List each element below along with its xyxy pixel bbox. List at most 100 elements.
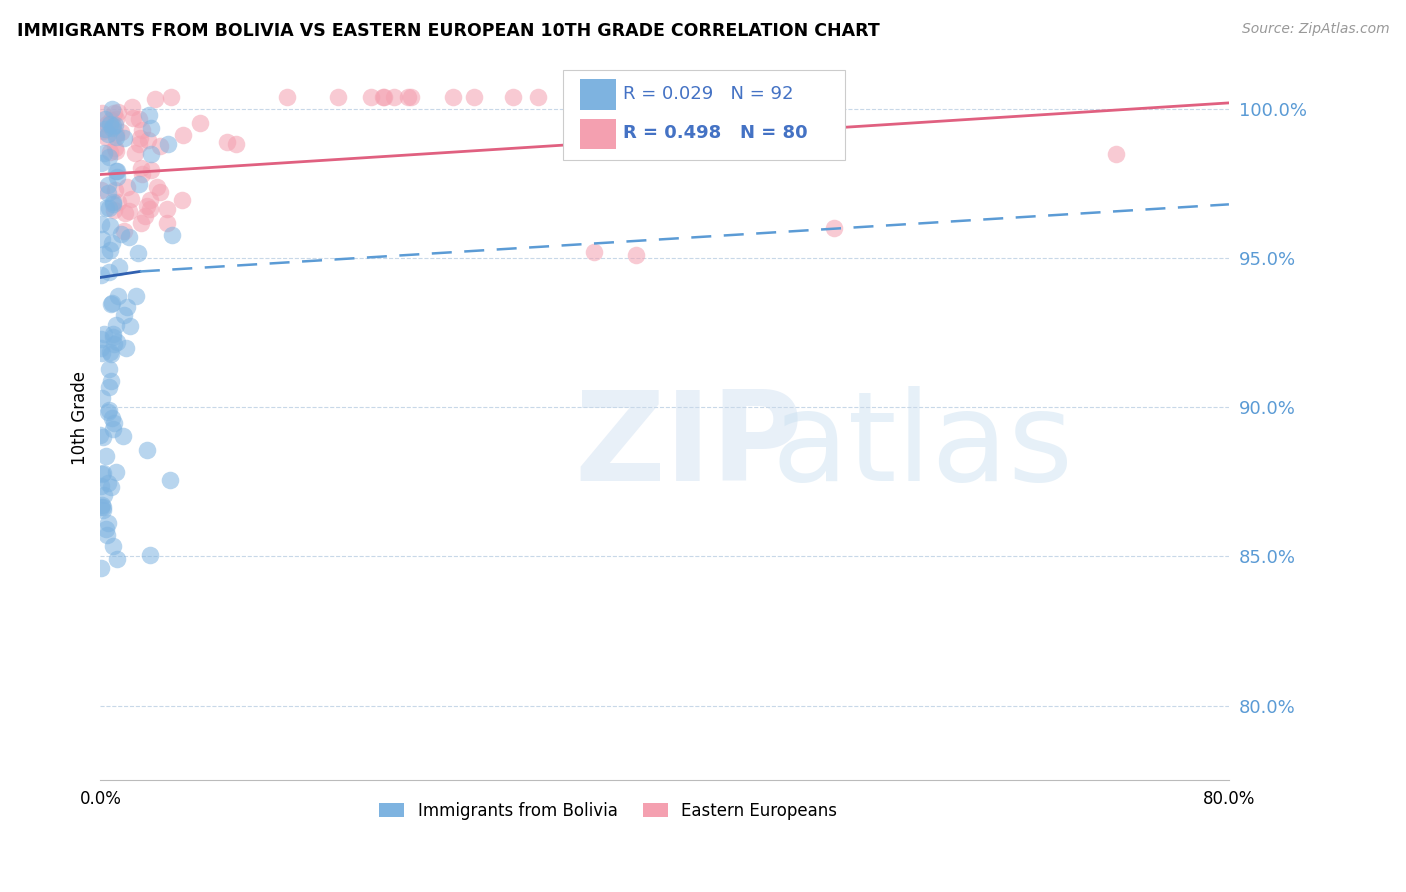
Point [93, 488, 115, 502]
Point [138, 108, 160, 122]
Point [93, 327, 115, 342]
Point [101, 539, 124, 553]
Point [101, 121, 124, 136]
Point [326, 90, 349, 104]
Point [125, 289, 148, 303]
Point [94, 121, 117, 136]
Point [98, 379, 121, 393]
Point [159, 473, 181, 487]
Point [98, 117, 121, 131]
Point [107, 194, 129, 209]
Point [396, 90, 419, 104]
Point [103, 141, 125, 155]
Point [131, 161, 153, 175]
Point [89, 427, 111, 442]
Point [673, 90, 696, 104]
Point [107, 260, 129, 274]
Point [527, 90, 550, 104]
Point [114, 206, 136, 220]
Point [668, 90, 690, 104]
Point [93, 247, 115, 261]
Point [91, 503, 114, 517]
Point [441, 90, 464, 104]
Point [276, 90, 298, 104]
Point [160, 227, 183, 242]
Legend: Immigrants from Bolivia, Eastern Europeans: Immigrants from Bolivia, Eastern Europea… [373, 795, 844, 826]
Point [90, 184, 112, 198]
Text: Source: ZipAtlas.com: Source: ZipAtlas.com [1241, 22, 1389, 37]
Point [97, 150, 120, 164]
Point [382, 90, 405, 104]
Point [97, 402, 120, 417]
Point [502, 90, 524, 104]
Point [96, 449, 118, 463]
Point [630, 90, 652, 104]
Point [90, 561, 112, 575]
Point [170, 193, 193, 207]
Point [105, 112, 128, 127]
Point [1105, 146, 1128, 161]
Point [124, 146, 146, 161]
Text: ZIP: ZIP [574, 386, 803, 508]
Point [115, 300, 138, 314]
Point [98, 219, 121, 234]
Point [128, 137, 150, 152]
Point [128, 112, 150, 126]
Point [90, 346, 112, 360]
Point [104, 466, 127, 480]
Point [97, 178, 120, 193]
Point [100, 480, 122, 494]
Point [129, 216, 152, 230]
Point [122, 111, 145, 125]
Point [129, 131, 152, 145]
Point [104, 183, 127, 197]
Point [94, 112, 117, 126]
Point [93, 123, 115, 137]
Point [101, 195, 124, 210]
Point [104, 127, 127, 141]
Point [104, 130, 127, 145]
Point [91, 466, 114, 480]
Point [626, 248, 648, 262]
Point [90, 500, 112, 514]
Point [110, 125, 132, 139]
Point [120, 192, 142, 206]
Point [748, 90, 770, 104]
Point [101, 326, 124, 341]
Point [105, 144, 128, 158]
Point [97, 362, 120, 376]
Point [90, 156, 112, 170]
Point [117, 180, 139, 194]
Point [217, 135, 239, 149]
Point [107, 164, 129, 178]
Point [103, 202, 125, 217]
Point [112, 308, 135, 322]
Point [134, 210, 156, 224]
Point [90, 498, 112, 512]
Point [131, 123, 153, 137]
Point [591, 90, 613, 104]
Point [90, 341, 112, 355]
Point [97, 186, 120, 200]
Point [583, 245, 606, 260]
Point [607, 90, 630, 104]
Point [127, 246, 149, 260]
Point [98, 244, 121, 258]
Text: IMMIGRANTS FROM BOLIVIA VS EASTERN EUROPEAN 10TH GRADE CORRELATION CHART: IMMIGRANTS FROM BOLIVIA VS EASTERN EUROP… [17, 22, 880, 40]
Point [101, 296, 124, 310]
Point [93, 500, 115, 515]
Point [100, 297, 122, 311]
Point [90, 268, 112, 282]
FancyBboxPatch shape [562, 70, 845, 161]
Point [97, 475, 120, 490]
Point [136, 199, 159, 213]
Point [101, 119, 124, 133]
Point [93, 145, 115, 160]
Point [90, 479, 112, 493]
Point [360, 90, 382, 104]
Point [139, 147, 162, 161]
Point [114, 341, 136, 355]
FancyBboxPatch shape [581, 119, 616, 150]
Point [97, 405, 120, 419]
Point [103, 422, 125, 436]
